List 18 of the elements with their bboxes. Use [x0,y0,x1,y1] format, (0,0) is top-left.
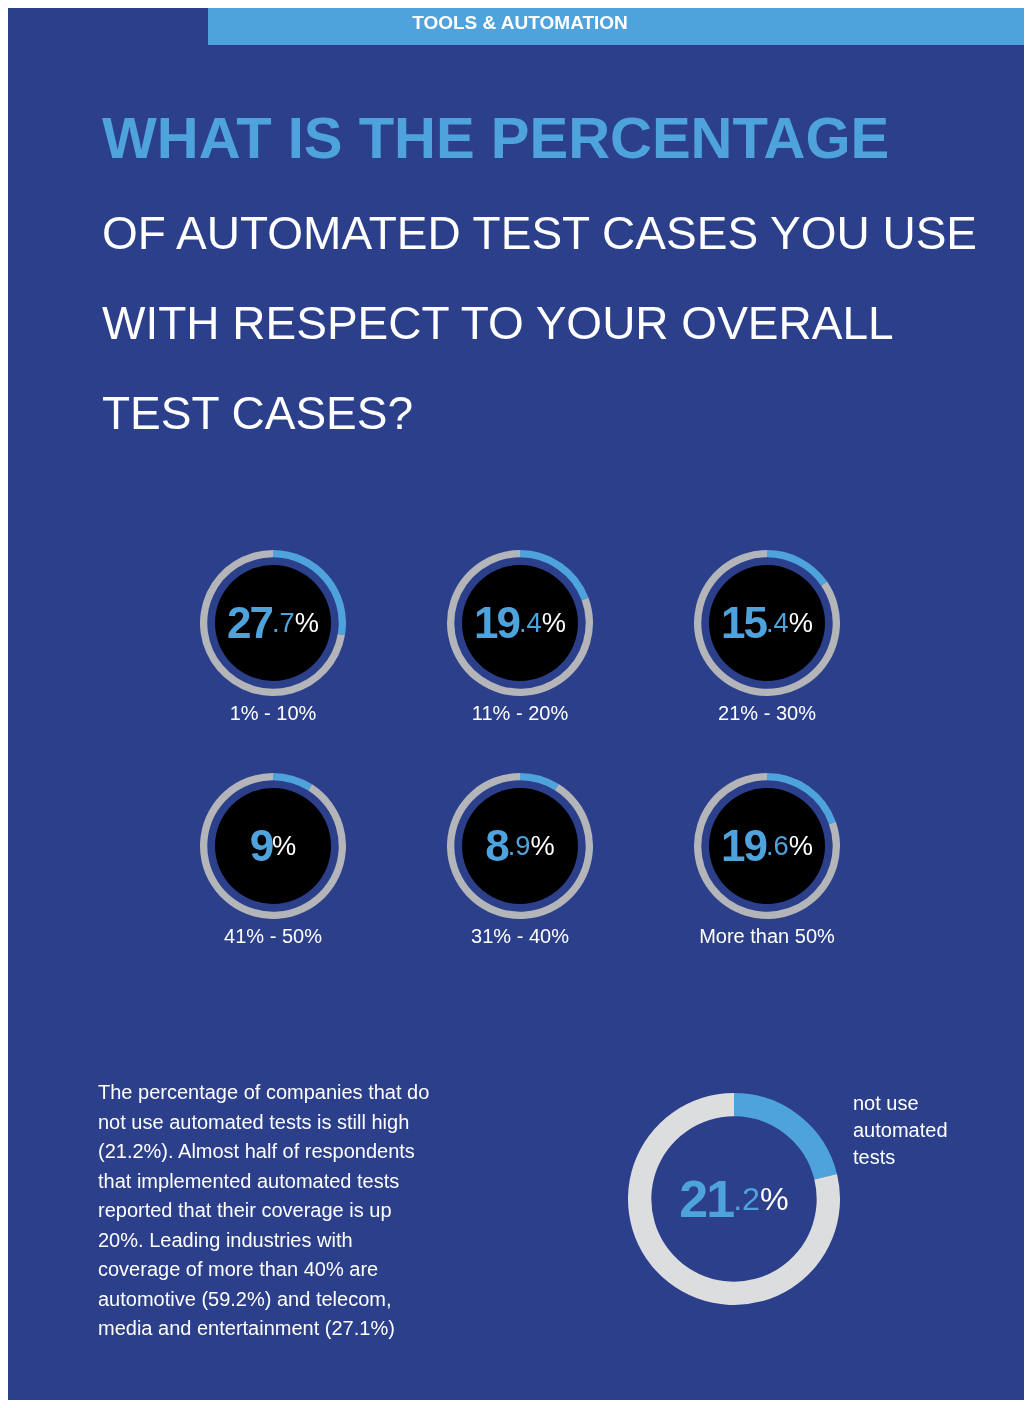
text: WHAT IS THE PERCENTAGE [102,104,890,172]
text: 1% - 10% [228,702,318,725]
data-label: 21.2% [679,1169,789,1229]
text: 11% - 20% [470,702,570,725]
text: OF AUTOMATED TEST CASES YOU USE WITH RESPECT TO YOUR OVERALL TEST CASES? [102,206,979,441]
text: TOOLS & AUTOMATION [411,11,629,35]
text: 21% - 30% [717,702,817,725]
data-label: 8.9% [485,821,555,871]
text: 41% - 50% [223,925,323,948]
data-label: 19.4% [474,598,566,648]
text: 31% - 40% [470,925,570,948]
data-label: 15.4% [721,598,813,648]
data-label: 27.7% [227,598,319,648]
text: The percentage of companies that do not use automated tests is still high (21.2%). Almost half of respondents that implemented automated tests reported that their coverage is up 20%. Leading industries with coverage of more than 40% are automotive (59.2%) and telecom, media and entertainment (27.1%) [98,1081,430,1339]
text: More than 50% [698,925,836,948]
slice-label: not use automated tests [853,1091,949,1170]
data-label: 9% [249,821,297,871]
data-label: 19.6% [721,821,813,871]
